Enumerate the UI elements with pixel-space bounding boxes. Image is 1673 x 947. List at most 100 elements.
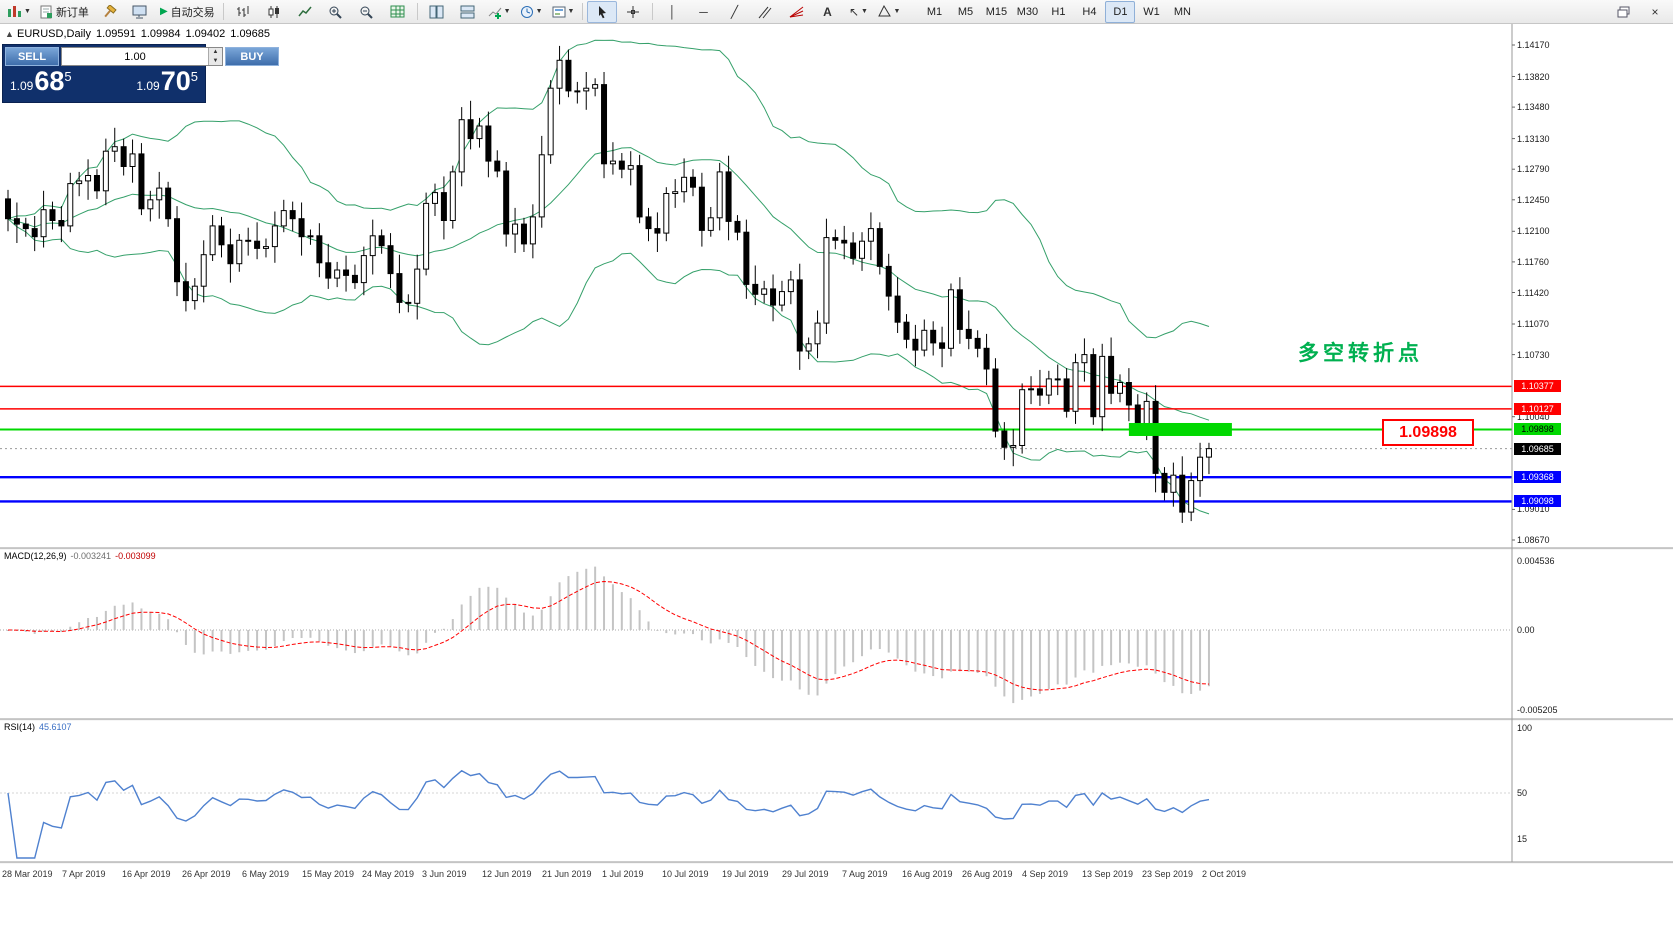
horizontal-line-button[interactable]: ─ xyxy=(688,1,718,23)
price-axis-label: 1.10730 xyxy=(1517,349,1550,360)
zoom-in-button[interactable] xyxy=(321,1,351,23)
channel-icon xyxy=(759,6,772,18)
date-axis-label: 3 Jun 2019 xyxy=(422,869,467,879)
chevron-down-icon: ▼ xyxy=(893,8,901,15)
metaeditor-button[interactable] xyxy=(94,1,124,23)
oneclick-toggle[interactable]: ▲ xyxy=(5,29,14,39)
price-badge: 1.09898 xyxy=(1514,423,1561,436)
clock-icon xyxy=(520,5,533,18)
autotrading-play-icon: ▶ xyxy=(159,5,168,17)
timeframe-button-m1[interactable]: M1 xyxy=(926,5,943,18)
quote-low: 1.09402 xyxy=(185,28,226,40)
date-axis-label: 2 Oct 2019 xyxy=(1202,869,1247,879)
price-axis-label: 1.13480 xyxy=(1517,102,1550,113)
zoom-out-button[interactable] xyxy=(352,1,382,23)
timeframe-button-h4[interactable]: H4 xyxy=(1082,5,1097,18)
price-axis-label: 1.13820 xyxy=(1517,71,1550,82)
volume-up-icon[interactable]: ▲ xyxy=(209,48,222,57)
buy-button[interactable]: BUY xyxy=(225,47,279,66)
timeframe-button-m30[interactable]: M30 xyxy=(1016,5,1039,18)
volume-input[interactable] xyxy=(62,48,208,65)
tile-windows-button[interactable] xyxy=(422,1,452,23)
price-badge: 1.09368 xyxy=(1514,471,1561,484)
timeframe-button-d1[interactable]: D1 xyxy=(1105,0,1136,23)
ask-price-small: 1.09 xyxy=(136,79,160,93)
price-axis-label: 1.14170 xyxy=(1517,40,1550,50)
grid-button[interactable] xyxy=(383,1,413,23)
rsi-label: RSI(14) xyxy=(4,722,36,732)
quote-close: 1.09685 xyxy=(230,28,271,40)
toolbar-right-group: × xyxy=(1608,1,1670,23)
macd-indicator-label: MACD(12,26,9) -0.003241 -0.003099 xyxy=(4,551,160,561)
price-callout-box[interactable]: 1.09898 xyxy=(1382,419,1474,446)
bar-chart-icon xyxy=(236,5,249,17)
cursor-button[interactable] xyxy=(587,0,618,23)
fibonacci-icon xyxy=(789,6,804,17)
sell-button[interactable]: SELL xyxy=(5,47,59,66)
symbol-period-label: EURUSD,Daily xyxy=(17,28,91,40)
price-badge: 1.09685 xyxy=(1514,442,1561,455)
templates-button[interactable]: ▼ xyxy=(548,1,579,23)
date-axis-label: 21 Jun 2019 xyxy=(542,869,592,879)
ask-price-big: 70 xyxy=(160,66,191,96)
one-click-trading-panel: SELL ▲ ▼ BUY 1.09 68 5 1.09 70 5 xyxy=(2,44,279,103)
timeframe-button-w1[interactable]: W1 xyxy=(1143,5,1160,18)
shapes-button[interactable]: ▼ xyxy=(874,1,904,23)
crosshair-button[interactable] xyxy=(618,1,648,23)
line-chart-icon xyxy=(298,6,312,16)
text-button[interactable]: A xyxy=(812,1,842,23)
bid-price-pipette: 5 xyxy=(64,69,72,84)
date-axis-label: 23 Sep 2019 xyxy=(1142,869,1194,879)
vertical-line-button[interactable]: │ xyxy=(657,1,687,23)
volume-down-icon[interactable]: ▼ xyxy=(209,56,222,65)
timeframe-button-h1[interactable]: H1 xyxy=(1051,5,1066,18)
price-badge: 1.10377 xyxy=(1514,380,1561,393)
price-axis-label: 1.12450 xyxy=(1517,194,1550,205)
new-chart-icon xyxy=(8,5,21,17)
quote-line: EURUSD,Daily 1.09591 1.09984 1.09402 1.09685 xyxy=(17,28,275,40)
window-restore-button[interactable] xyxy=(1608,1,1638,23)
price-axis-label: 1.11070 xyxy=(1517,319,1549,329)
cursor-icon xyxy=(599,5,607,18)
channel-button[interactable] xyxy=(750,1,780,23)
fibonacci-button[interactable] xyxy=(781,1,811,23)
rsi-indicator-label: RSI(14) 45.6107 xyxy=(4,722,76,732)
horizontal-level-lines[interactable] xyxy=(0,385,1512,503)
add-indicator-icon xyxy=(488,7,502,19)
timeframe-button-mn[interactable]: MN xyxy=(1173,5,1191,18)
price-axis-label: 1.08670 xyxy=(1517,535,1550,545)
window-close-button[interactable]: × xyxy=(1640,1,1670,23)
autotrading-button[interactable]: ▶ 自动交易 xyxy=(156,1,219,23)
chart-bars-button[interactable] xyxy=(228,1,258,23)
date-axis-label: 6 May 2019 xyxy=(242,869,290,879)
bollinger-bands xyxy=(7,39,1210,515)
chart-line-button[interactable] xyxy=(290,1,320,23)
indicators-button[interactable]: ▼ xyxy=(484,1,515,23)
cascade-windows-button[interactable] xyxy=(453,1,483,23)
toolbar-separator xyxy=(416,3,418,20)
arrows-button[interactable]: ↖ ▼ xyxy=(843,1,873,23)
price-badge: 1.10127 xyxy=(1514,402,1561,415)
timeframe-button-m5[interactable]: M5 xyxy=(957,5,974,18)
trendline-button[interactable]: ╱ xyxy=(719,1,749,23)
price-axis-label: 1.13130 xyxy=(1517,133,1550,144)
chart-candles-button[interactable] xyxy=(259,1,289,23)
grid-icon xyxy=(390,5,405,17)
macd-main-value: -0.003241 xyxy=(70,551,112,561)
new-chart-button[interactable]: ▼ xyxy=(3,1,35,23)
new-order-button[interactable]: 新订单 xyxy=(36,1,93,23)
timeframe-button-m15[interactable]: M15 xyxy=(985,5,1008,18)
toolbar-separator xyxy=(652,3,654,20)
bid-price-big: 68 xyxy=(34,66,65,96)
price-axis-label: 1.09010 xyxy=(1517,504,1550,515)
supply-zone-rect[interactable] xyxy=(1128,422,1232,436)
periods-button[interactable]: ▼ xyxy=(516,1,547,23)
price-axis-label: 1.12100 xyxy=(1517,226,1550,237)
price-axis-label: 1.12790 xyxy=(1517,164,1550,175)
bid-price-small: 1.09 xyxy=(10,79,34,93)
terminal-button[interactable] xyxy=(125,1,155,23)
cascade-windows-icon xyxy=(460,5,475,18)
zoom-out-icon xyxy=(360,6,373,19)
turning-point-annotation[interactable]: 多空转折点 xyxy=(1298,342,1423,365)
